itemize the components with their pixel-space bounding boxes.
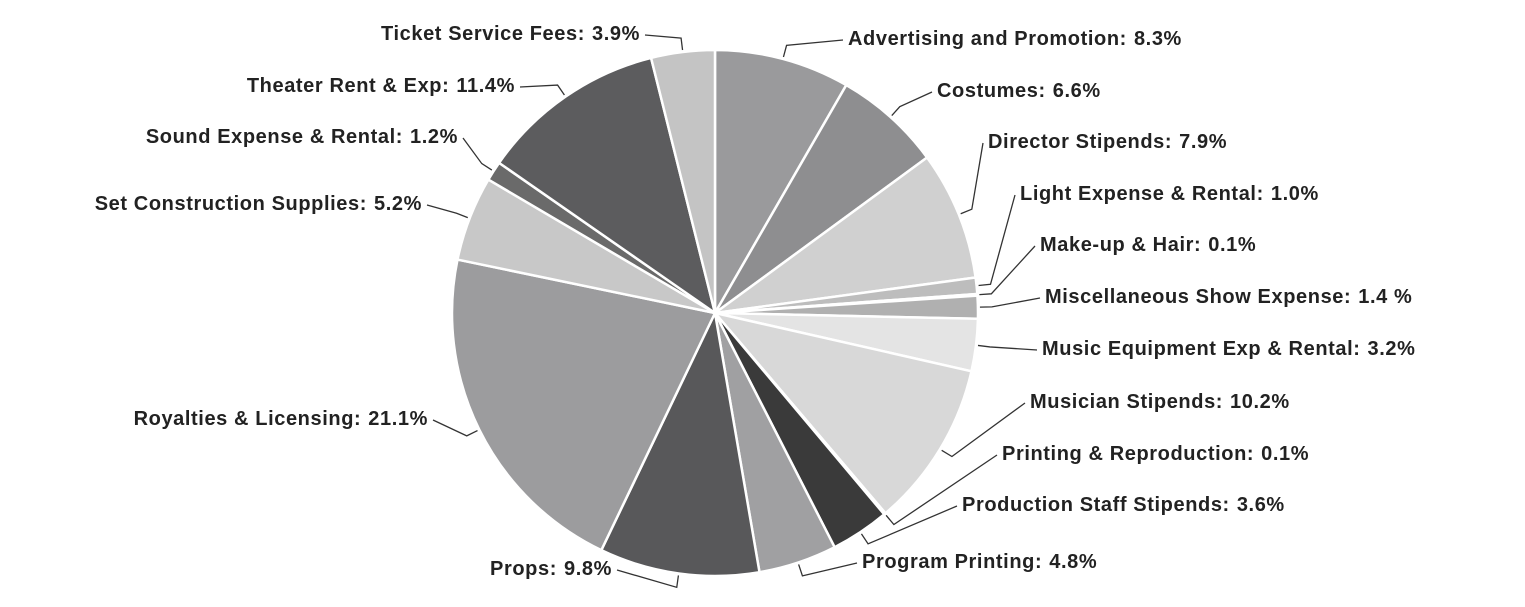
pie-slice [713, 48, 848, 318]
value-label: 3.2% [1368, 338, 1416, 360]
category-label: Royalties & Licensing: [134, 408, 362, 430]
leader-line [462, 137, 493, 171]
slice-label: Costumes: 6.6% [937, 80, 1101, 102]
category-label: Miscellaneous Show Expense: [1045, 286, 1351, 308]
leader-line [977, 344, 1038, 351]
category-label: Costumes: [937, 80, 1046, 102]
pie-slice [711, 310, 973, 516]
slice-label: Musician Stipends: 10.2% [1030, 391, 1290, 413]
slice-label: Production Staff Stipends: 3.6% [962, 494, 1285, 516]
leader-line [426, 204, 469, 219]
slice-label: Music Equipment Exp & Rental: 3.2% [1042, 338, 1416, 360]
slice-label: Sound Expense & Rental: 1.2% [146, 126, 458, 148]
leader-line [432, 419, 478, 437]
category-label: Props: [490, 558, 557, 580]
slice-label: Ticket Service Fees: 3.9% [381, 23, 640, 45]
category-label: Advertising and Promotion: [848, 28, 1127, 50]
category-label: Set Construction Supplies: [95, 193, 367, 215]
pie-slice [714, 155, 978, 315]
category-label: Make-up & Hair: [1040, 234, 1201, 256]
value-label: 9.8% [564, 558, 612, 580]
category-label: Ticket Service Fees: [381, 23, 585, 45]
value-label: 1.4 % [1358, 286, 1412, 308]
value-label: 0.1% [1261, 443, 1309, 465]
slice-label: Royalties & Licensing: 21.1% [134, 408, 428, 430]
leader-line [960, 142, 984, 215]
leader-line [860, 505, 958, 545]
value-label: 4.8% [1049, 551, 1097, 573]
value-label: 1.2% [410, 126, 458, 148]
category-label: Theater Rent & Exp: [247, 75, 450, 97]
slice-label: Theater Rent & Exp: 11.4% [247, 75, 515, 97]
leader-line [519, 84, 565, 96]
value-label: 1.0% [1271, 183, 1319, 205]
value-label: 8.3% [1134, 28, 1182, 50]
pie-slice [713, 83, 929, 315]
value-label: 5.2% [374, 193, 422, 215]
pie-slice [497, 56, 718, 316]
slice-label: Miscellaneous Show Expense: 1.4 % [1045, 286, 1412, 308]
value-label: 21.1% [368, 408, 428, 430]
leader-line [616, 569, 680, 589]
pie-slice [649, 48, 717, 314]
value-label: 0.1% [1208, 234, 1256, 256]
slice-label: Light Expense & Rental: 1.0% [1020, 183, 1319, 205]
category-label: Director Stipends: [988, 131, 1172, 153]
slice-label: Program Printing: 4.8% [862, 551, 1097, 573]
slice-label: Printing & Reproduction: 0.1% [1002, 443, 1309, 465]
value-label: 6.6% [1053, 80, 1101, 102]
category-label: Program Printing: [862, 551, 1042, 573]
leader-line [979, 245, 1036, 296]
category-label: Music Equipment Exp & Rental: [1042, 338, 1361, 360]
slice-label: Director Stipends: 7.9% [988, 131, 1227, 153]
pie-slice [450, 258, 717, 552]
slice-label: Make-up & Hair: 0.1% [1040, 234, 1256, 256]
leader-line [782, 39, 844, 58]
category-label: Light Expense & Rental: [1020, 183, 1264, 205]
category-label: Printing & Reproduction: [1002, 443, 1254, 465]
leader-line [891, 91, 933, 117]
category-label: Sound Expense & Rental: [146, 126, 403, 148]
leader-line [644, 34, 684, 51]
leader-line [798, 562, 858, 577]
leader-line [941, 402, 1026, 458]
leader-line [978, 194, 1016, 287]
category-label: Production Staff Stipends: [962, 494, 1230, 516]
slice-label: Props: 9.8% [490, 558, 612, 580]
leader-line [979, 297, 1041, 308]
pie-slice [599, 308, 761, 578]
value-label: 7.9% [1179, 131, 1227, 153]
category-label: Musician Stipends: [1030, 391, 1223, 413]
slice-label: Set Construction Supplies: 5.2% [95, 193, 422, 215]
value-label: 10.2% [1230, 391, 1290, 413]
value-label: 3.6% [1237, 494, 1285, 516]
value-label: 3.9% [592, 23, 640, 45]
value-label: 11.4% [456, 75, 515, 97]
leader-line [885, 454, 998, 526]
slice-label: Advertising and Promotion: 8.3% [848, 28, 1182, 50]
